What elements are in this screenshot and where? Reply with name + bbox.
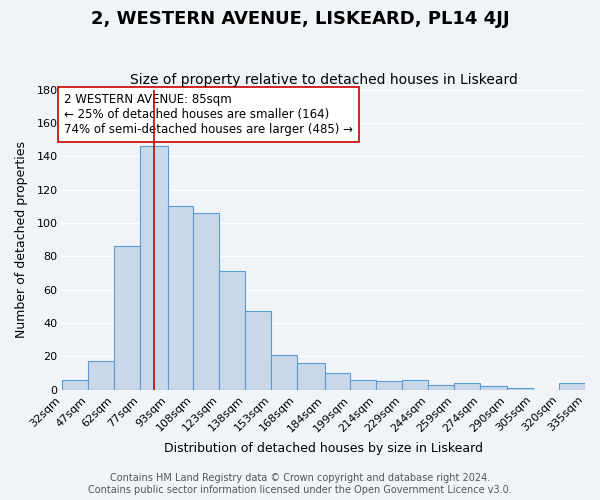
Bar xyxy=(245,312,271,390)
Bar xyxy=(376,382,402,390)
Bar xyxy=(88,362,114,390)
Title: Size of property relative to detached houses in Liskeard: Size of property relative to detached ho… xyxy=(130,73,518,87)
Text: Contains HM Land Registry data © Crown copyright and database right 2024.
Contai: Contains HM Land Registry data © Crown c… xyxy=(88,474,512,495)
Text: 2, WESTERN AVENUE, LISKEARD, PL14 4JJ: 2, WESTERN AVENUE, LISKEARD, PL14 4JJ xyxy=(91,10,509,28)
Bar xyxy=(167,206,193,390)
Y-axis label: Number of detached properties: Number of detached properties xyxy=(15,141,28,338)
Bar xyxy=(480,386,508,390)
Bar xyxy=(271,355,297,390)
Text: 2 WESTERN AVENUE: 85sqm
← 25% of detached houses are smaller (164)
74% of semi-d: 2 WESTERN AVENUE: 85sqm ← 25% of detache… xyxy=(64,93,353,136)
Bar xyxy=(193,213,219,390)
Bar xyxy=(140,146,167,390)
Bar xyxy=(508,388,533,390)
Bar xyxy=(325,373,350,390)
Bar xyxy=(114,246,140,390)
Bar xyxy=(219,272,245,390)
Bar xyxy=(62,380,88,390)
Bar xyxy=(297,363,325,390)
Bar xyxy=(350,380,376,390)
Bar xyxy=(428,385,454,390)
Bar xyxy=(454,383,480,390)
Bar xyxy=(559,383,585,390)
Bar xyxy=(402,380,428,390)
X-axis label: Distribution of detached houses by size in Liskeard: Distribution of detached houses by size … xyxy=(164,442,483,455)
